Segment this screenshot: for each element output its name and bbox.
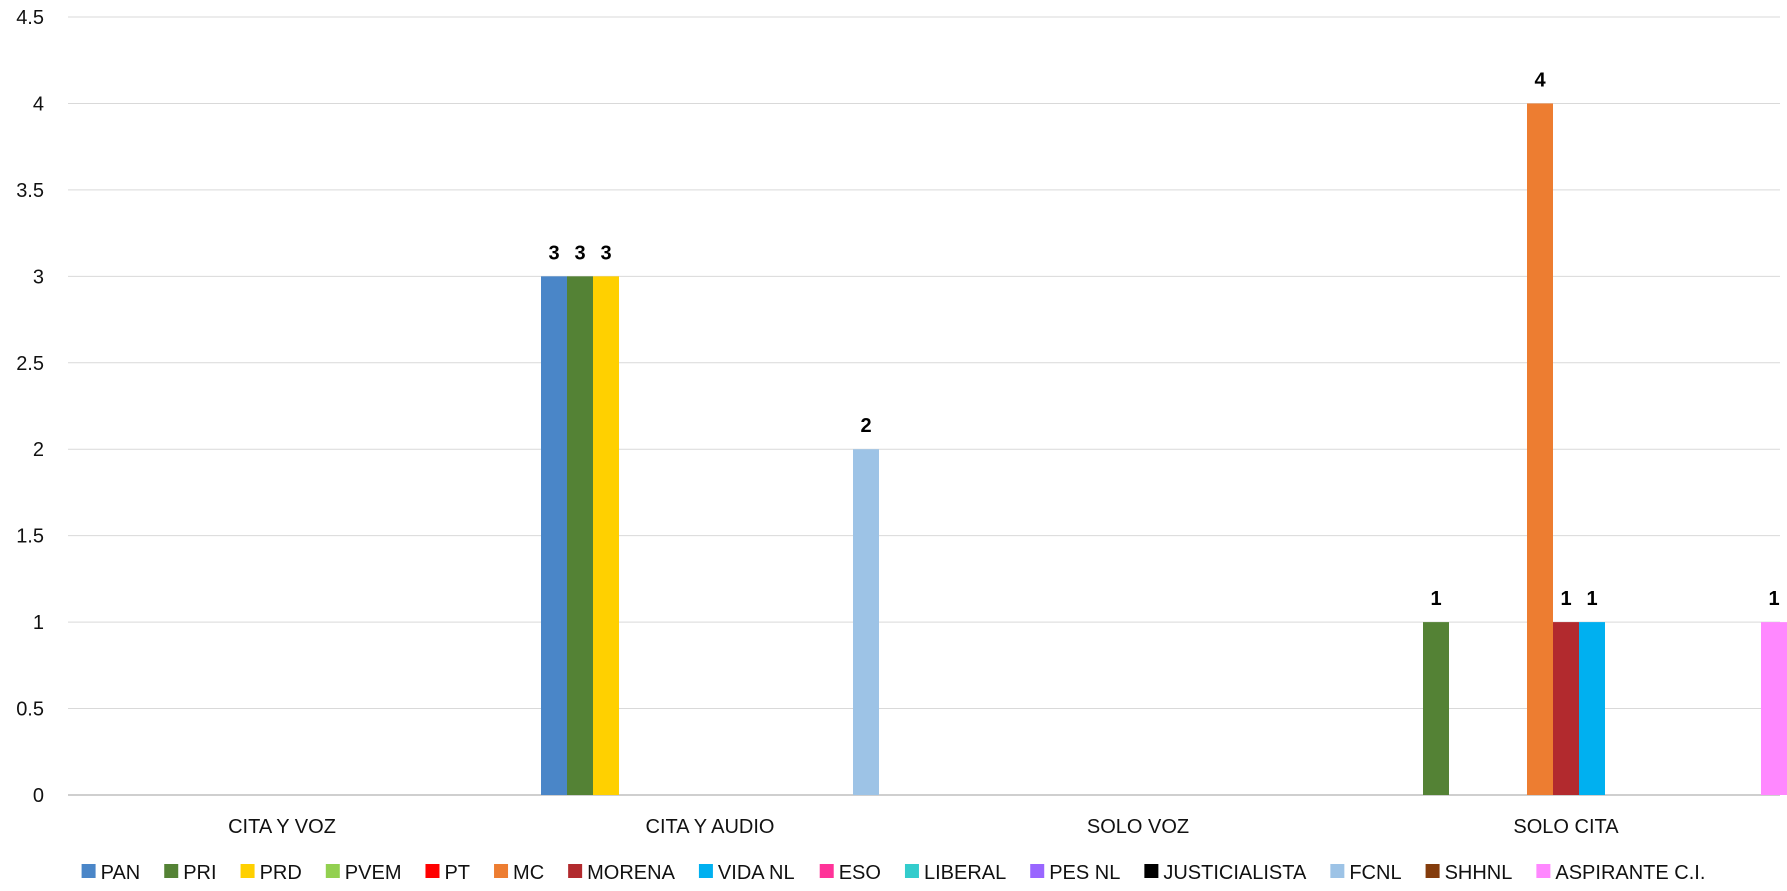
- data-label: 1: [1768, 588, 1779, 610]
- legend-label: ASPIRANTE C.I.: [1555, 862, 1705, 884]
- data-label: 4: [1534, 69, 1546, 91]
- legend-item-fcnl: FCNL: [1330, 862, 1402, 884]
- y-tick-label: 1: [33, 612, 44, 634]
- y-tick-label: 2: [33, 439, 44, 461]
- legend-label: SHHNL: [1445, 862, 1513, 884]
- legend-item-pri: PRI: [164, 862, 217, 884]
- legend-label: ESO: [839, 862, 881, 884]
- bar-pri-1: [567, 276, 593, 795]
- legend-label: PRD: [260, 862, 302, 884]
- bar-pan-1: [541, 276, 567, 795]
- y-tick-label: 4.5: [16, 7, 44, 29]
- legend-swatch: [164, 864, 179, 878]
- x-category-label: SOLO CITA: [1513, 816, 1619, 838]
- legend-swatch: [81, 864, 96, 878]
- y-tick-label: 0.5: [16, 699, 44, 721]
- legend-swatch: [494, 864, 509, 878]
- data-label: 3: [548, 242, 559, 264]
- legend-swatch: [568, 864, 583, 878]
- legend-item-aspirante-c-i-: ASPIRANTE C.I.: [1536, 862, 1705, 884]
- legend-swatch: [698, 864, 713, 878]
- data-label: 1: [1586, 588, 1597, 610]
- legend-label: PES NL: [1049, 862, 1120, 884]
- legend-label: PT: [444, 862, 470, 884]
- x-category-label: CITA Y VOZ: [228, 816, 336, 838]
- data-label: 1: [1430, 588, 1441, 610]
- legend-label: LIBERAL: [924, 862, 1006, 884]
- y-axis-tick-labels: 0 0.5 1 1.5 2 2.5 3 3.5 4 4.5: [16, 7, 44, 807]
- y-tick-label: 3: [33, 266, 44, 288]
- legend-item-liberal: LIBERAL: [904, 862, 1006, 884]
- legend: PAN PRI PRD PVEM PT MC MORENA VIDA NL ESO LIBERAL…: [81, 862, 1705, 884]
- y-tick-label: 0: [33, 785, 44, 807]
- legend-swatch: [819, 864, 834, 878]
- gridlines: [68, 16, 1780, 796]
- legend-item-pvem: PVEM: [325, 862, 402, 884]
- bar-fcnl-1: [853, 449, 879, 795]
- legend-label: PRI: [183, 862, 216, 884]
- legend-swatch: [1330, 864, 1345, 878]
- legend-swatch: [904, 864, 919, 878]
- x-category-label: CITA Y AUDIO: [646, 816, 775, 838]
- legend-item-pes-nl: PES NL: [1030, 862, 1120, 884]
- legend-label: VIDA NL: [718, 862, 795, 884]
- legend-item-mc: MC: [494, 862, 544, 884]
- legend-swatch: [325, 864, 340, 878]
- bar-aspirante-c-i--3: [1761, 622, 1787, 795]
- bar-pri-3: [1423, 622, 1449, 795]
- legend-swatch: [1144, 864, 1159, 878]
- legend-label: MC: [513, 862, 544, 884]
- bars: [541, 103, 1787, 795]
- legend-item-shhnl: SHHNL: [1425, 862, 1513, 884]
- bar-prd-1: [593, 276, 619, 795]
- legend-label: PAN: [101, 862, 141, 884]
- x-category-label: SOLO VOZ: [1087, 816, 1189, 838]
- legend-swatch: [1536, 864, 1551, 878]
- y-tick-label: 3.5: [16, 180, 44, 202]
- legend-label: PVEM: [345, 862, 402, 884]
- legend-swatch: [240, 864, 255, 878]
- legend-item-pan: PAN: [81, 862, 141, 884]
- legend-item-morena: MORENA: [568, 862, 676, 884]
- data-label: 3: [574, 242, 585, 264]
- legend-label: MORENA: [587, 862, 675, 884]
- legend-label: JUSTICIALISTA: [1163, 862, 1307, 884]
- legend-item-justicialista: JUSTICIALISTA: [1144, 862, 1307, 884]
- legend-swatch: [1425, 864, 1440, 878]
- legend-item-pt: PT: [425, 862, 470, 884]
- data-label: 3: [600, 242, 611, 264]
- x-axis-category-labels: CITA Y VOZ CITA Y AUDIO SOLO VOZ SOLO CITA: [228, 816, 1619, 838]
- y-tick-label: 4: [33, 93, 44, 115]
- y-tick-label: 2.5: [16, 353, 44, 375]
- legend-label: FCNL: [1349, 862, 1401, 884]
- bar-morena-3: [1553, 622, 1579, 795]
- legend-item-eso: ESO: [819, 862, 881, 884]
- legend-swatch: [1030, 864, 1045, 878]
- legend-item-prd: PRD: [240, 862, 302, 884]
- bar-vida-nl-3: [1579, 622, 1605, 795]
- y-tick-label: 1.5: [16, 526, 44, 548]
- legend-item-vida-nl: VIDA NL: [698, 862, 795, 884]
- data-label: 2: [860, 415, 871, 437]
- legend-swatch: [425, 864, 440, 878]
- bar-mc-3: [1527, 103, 1553, 795]
- data-label: 1: [1560, 588, 1571, 610]
